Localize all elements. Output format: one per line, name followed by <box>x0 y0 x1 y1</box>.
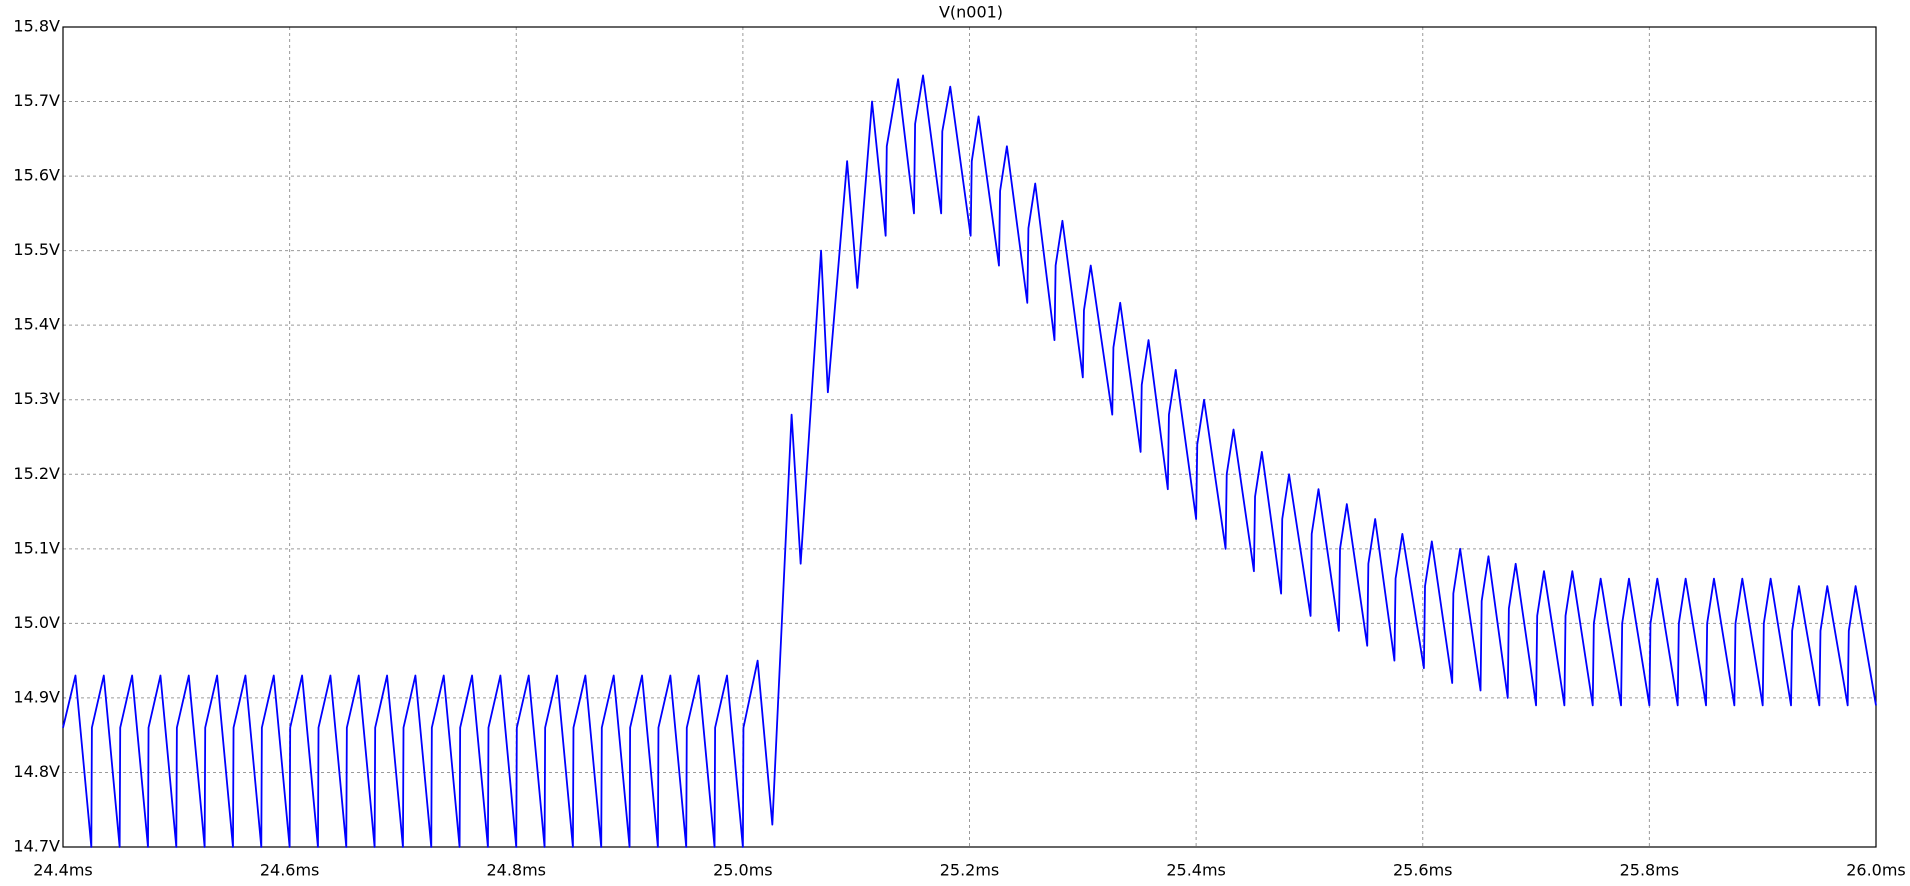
x-tick-label: 24.8ms <box>486 861 546 880</box>
y-tick-label: 15.3V <box>13 389 60 408</box>
trace <box>62 74 1877 848</box>
x-tick-label: 25.8ms <box>1620 861 1680 880</box>
x-tick-label: 25.4ms <box>1166 861 1226 880</box>
y-tick-label: 15.8V <box>13 17 60 36</box>
x-tick-label: 25.0ms <box>713 861 773 880</box>
y-tick-label: 14.7V <box>13 837 60 856</box>
x-tick-label: 25.6ms <box>1393 861 1453 880</box>
x-tick-label: 25.2ms <box>940 861 1000 880</box>
y-tick-label: 15.0V <box>13 613 60 632</box>
y-tick-label: 15.7V <box>13 91 60 110</box>
y-tick-label: 15.6V <box>13 166 60 185</box>
y-tick-label: 15.5V <box>13 240 60 259</box>
x-tick-label: 24.6ms <box>260 861 320 880</box>
plot-frame <box>62 26 1877 848</box>
y-tick-label: 14.8V <box>13 762 60 781</box>
y-tick-label: 15.1V <box>13 538 60 557</box>
trace-name: V(n001) <box>939 3 1003 22</box>
y-tick-label: 15.2V <box>13 464 60 483</box>
y-tick-label: 15.4V <box>13 315 60 334</box>
y-tick-label: 14.9V <box>13 687 60 706</box>
x-tick-label: 26.0ms <box>1846 861 1906 880</box>
x-tick-label: 24.4ms <box>33 861 93 880</box>
